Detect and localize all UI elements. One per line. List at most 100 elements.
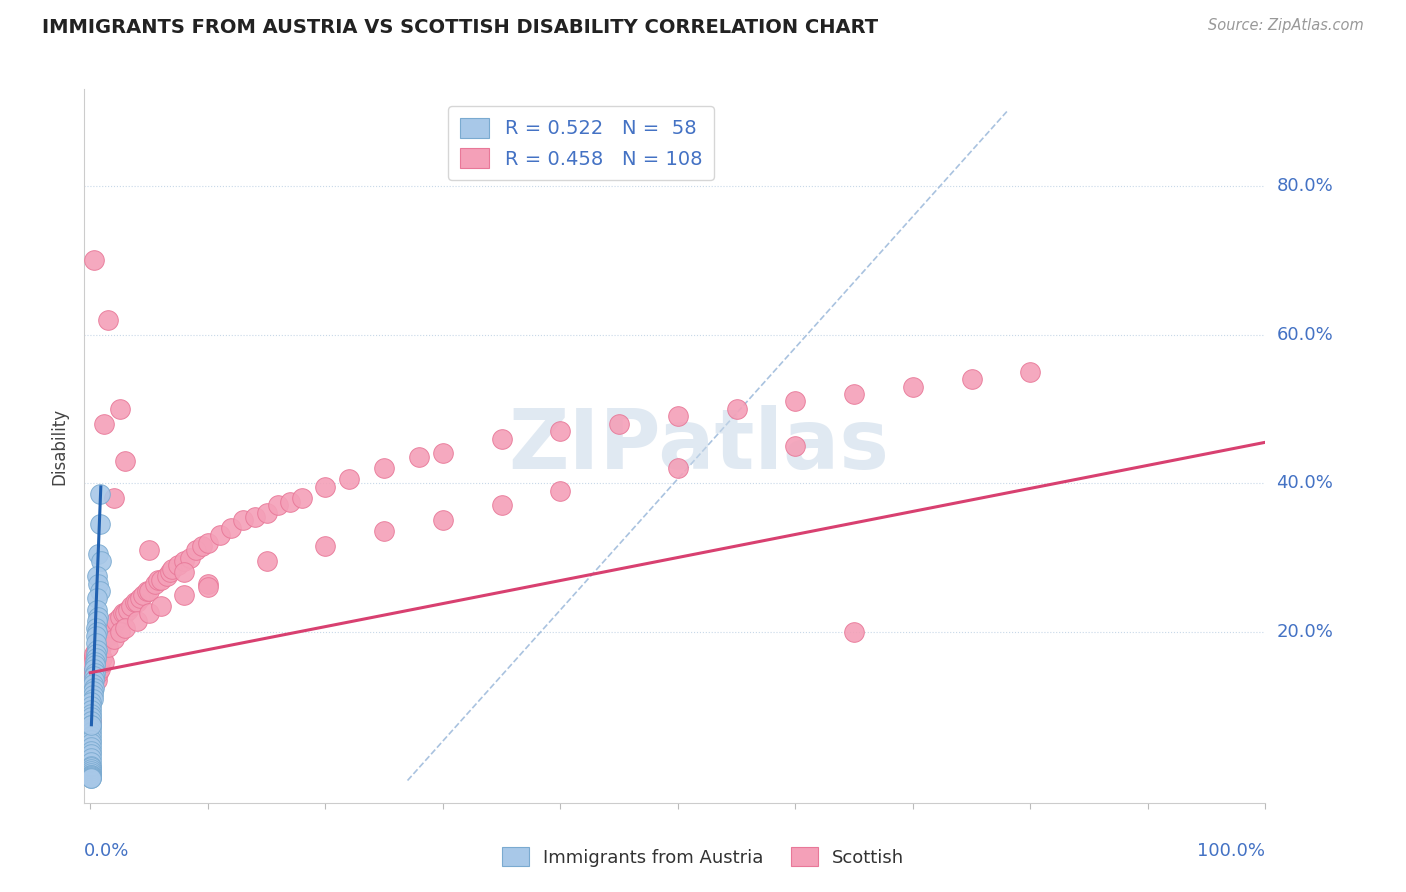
Point: [80, 662, 103, 676]
Point: [80, 696, 103, 710]
Point: [267, 499, 290, 513]
Y-axis label: Disability: Disability: [51, 408, 69, 484]
Point: [83, 651, 105, 665]
Point: [491, 432, 513, 446]
Point: [80, 740, 103, 755]
Point: [138, 543, 160, 558]
Text: IMMIGRANTS FROM AUSTRIA VS SCOTTISH DISABILITY CORRELATION CHART: IMMIGRANTS FROM AUSTRIA VS SCOTTISH DISA…: [42, 18, 879, 37]
Text: 0.0%: 0.0%: [84, 842, 129, 860]
Point: [93, 655, 115, 669]
Point: [86, 614, 108, 628]
Point: [149, 599, 172, 613]
Point: [90, 554, 112, 568]
Point: [82, 673, 104, 688]
Point: [785, 439, 807, 453]
Point: [156, 569, 179, 583]
Point: [80, 703, 103, 717]
Point: [120, 599, 142, 613]
Point: [84, 658, 107, 673]
Point: [89, 517, 111, 532]
Point: [232, 513, 254, 527]
Point: [256, 554, 278, 568]
Point: [84, 628, 107, 642]
Point: [86, 643, 108, 657]
Text: 20.0%: 20.0%: [1277, 623, 1333, 640]
Point: [87, 647, 110, 661]
Point: [108, 624, 131, 639]
Point: [114, 454, 136, 468]
Point: [184, 543, 207, 558]
Point: [83, 681, 105, 695]
Point: [112, 607, 135, 621]
Point: [550, 424, 572, 438]
Point: [149, 573, 172, 587]
Point: [80, 736, 103, 750]
Point: [128, 591, 150, 606]
Point: [173, 588, 195, 602]
Point: [86, 673, 108, 688]
Point: [108, 401, 131, 416]
Point: [80, 771, 103, 785]
Point: [148, 573, 170, 587]
Point: [84, 658, 107, 673]
Point: [80, 770, 103, 784]
Point: [80, 764, 103, 778]
Point: [842, 387, 865, 401]
Point: [83, 665, 105, 680]
Point: [89, 584, 111, 599]
Point: [127, 595, 149, 609]
Text: 60.0%: 60.0%: [1277, 326, 1333, 343]
Point: [373, 461, 395, 475]
Point: [80, 717, 103, 731]
Point: [256, 506, 278, 520]
Point: [84, 647, 107, 661]
Point: [80, 762, 103, 776]
Point: [243, 509, 266, 524]
Point: [84, 636, 107, 650]
Point: [83, 673, 105, 688]
Point: [87, 547, 110, 561]
Point: [197, 576, 219, 591]
Point: [666, 461, 689, 475]
Point: [291, 491, 314, 505]
Point: [80, 747, 103, 762]
Point: [167, 558, 190, 572]
Legend: R = 0.522   N =  58, R = 0.458   N = 108: R = 0.522 N = 58, R = 0.458 N = 108: [449, 106, 714, 180]
Point: [373, 524, 395, 539]
Point: [408, 450, 430, 464]
Point: [1019, 365, 1042, 379]
Point: [114, 607, 136, 621]
Text: 40.0%: 40.0%: [1277, 475, 1333, 492]
Point: [82, 691, 104, 706]
Point: [89, 643, 111, 657]
Point: [108, 610, 131, 624]
Point: [83, 669, 105, 683]
Point: [87, 610, 110, 624]
Point: [83, 647, 105, 661]
Point: [80, 706, 103, 721]
Point: [138, 607, 160, 621]
Point: [105, 614, 128, 628]
Point: [135, 584, 157, 599]
Point: [97, 621, 120, 635]
Point: [82, 688, 104, 702]
Point: [80, 751, 103, 765]
Point: [114, 621, 136, 635]
Point: [89, 636, 111, 650]
Point: [173, 554, 195, 568]
Point: [86, 602, 108, 616]
Point: [80, 767, 103, 781]
Point: [432, 446, 454, 460]
Point: [97, 640, 120, 654]
Point: [80, 732, 103, 747]
Point: [607, 417, 630, 431]
Point: [785, 394, 807, 409]
Point: [84, 655, 107, 669]
Point: [901, 379, 924, 393]
Point: [80, 766, 103, 780]
Point: [86, 624, 108, 639]
Point: [89, 487, 111, 501]
Point: [82, 684, 104, 698]
Point: [337, 473, 360, 487]
Point: [90, 640, 112, 654]
